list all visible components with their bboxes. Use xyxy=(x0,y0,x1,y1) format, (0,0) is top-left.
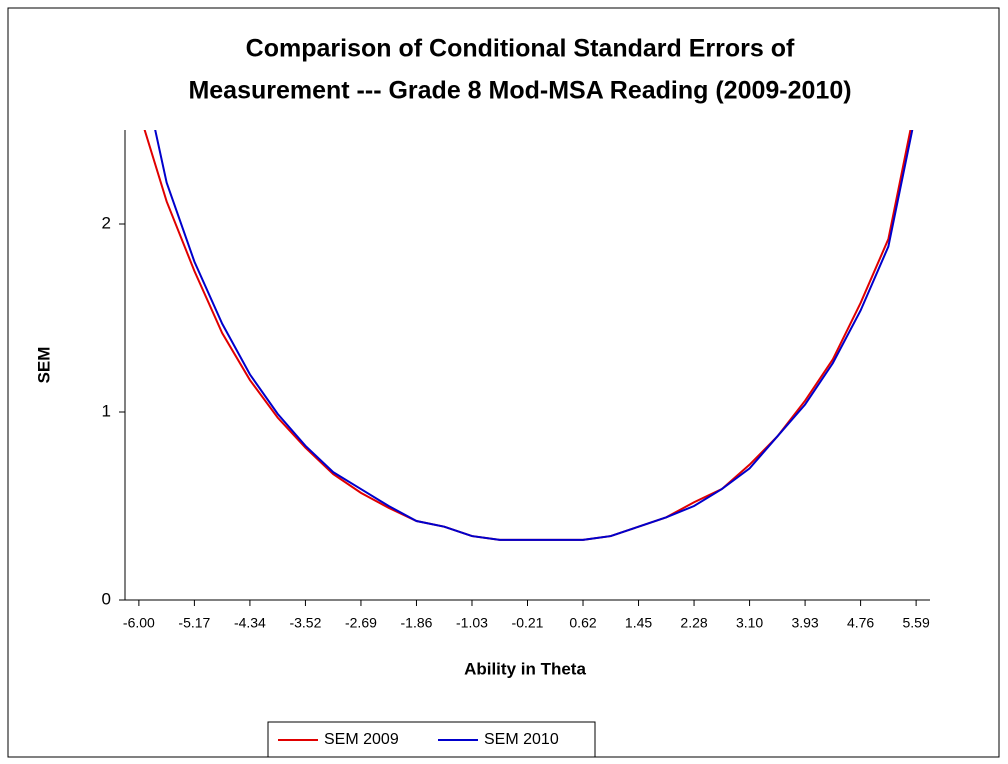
y-tick-label: 1 xyxy=(102,401,111,420)
chart-border xyxy=(7,7,1000,758)
x-tick-label tick: -2.69 xyxy=(345,615,377,631)
x-tick-label tick: -4.34 xyxy=(234,615,266,631)
x-tick-label tick: -0.21 xyxy=(512,615,544,631)
x-tick-label tick: 3.93 xyxy=(791,615,818,631)
x-tick-label tick: -3.52 xyxy=(289,615,321,631)
legend-label: SEM 2009 xyxy=(324,731,399,748)
series-line xyxy=(154,130,914,541)
x-tick-label tick: 1.45 xyxy=(625,615,652,631)
y-axis-label: SEM xyxy=(34,347,53,384)
chart-subtitle: Measurement --- Grade 8 Mod-MSA Reading … xyxy=(188,77,851,105)
y-tick-label: 2 xyxy=(102,213,111,232)
legend-box xyxy=(267,721,596,758)
plot-area xyxy=(154,130,914,541)
x-tick-label tick: -1.03 xyxy=(456,615,488,631)
x-tick-label tick: -1.86 xyxy=(401,615,433,631)
x-tick-label tick: 0.62 xyxy=(569,615,596,631)
chart-title: Comparison of Conditional Standard Error… xyxy=(246,35,795,63)
x-tick-label tick: 4.76 xyxy=(847,615,874,631)
y-tick-label: 0 xyxy=(102,589,111,608)
x-tick-label tick: 3.10 xyxy=(736,615,763,631)
x-tick-label tick: 5.59 xyxy=(902,615,929,631)
x-tick-label tick: 2.28 xyxy=(680,615,707,631)
x-axis-label: Ability in Theta xyxy=(464,659,586,678)
x-tick-label tick: -5.17 xyxy=(178,615,210,631)
x-tick-label tick: -6.00 xyxy=(123,615,155,631)
legend-label: SEM 2010 xyxy=(484,731,559,748)
